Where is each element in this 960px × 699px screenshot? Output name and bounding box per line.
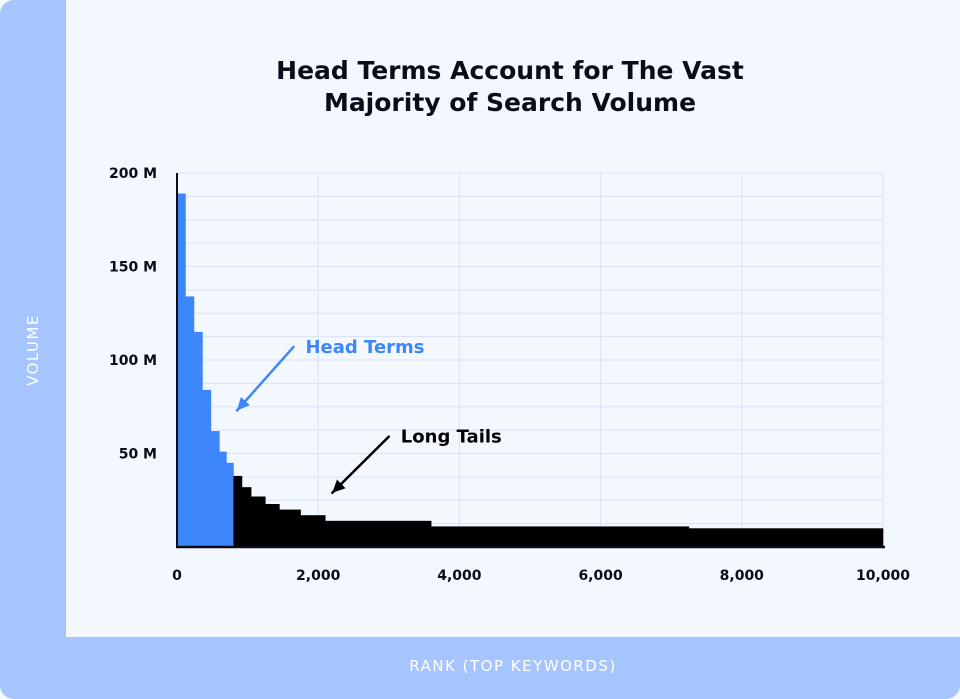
bar-head-6 [226,462,234,547]
bar-head-4 [210,431,220,547]
x-axis-label: RANK (TOP KEYWORDS) [409,657,617,675]
bar-tail-5 [300,515,326,547]
bar-tail-0 [233,475,243,547]
chart-title: Head Terms Account for The Vast Majority… [150,55,870,119]
x-tick-label: 0 [172,568,182,584]
bar-head-3 [202,389,212,547]
y-tick-label: 100 M [109,353,157,369]
x-tick-label: 4,000 [437,568,482,584]
bar-tail-8 [688,528,884,547]
x-tick-label: 8,000 [720,568,765,584]
chart-title-line-2: Majority of Search Volume [323,88,697,117]
x-tick-label: 2,000 [296,568,341,584]
x-tick-label: 10,000 [856,568,910,584]
bar-tail-4 [279,509,301,547]
y-tick-label: 200 M [109,166,157,182]
x-axis-band [66,637,960,699]
y-tick-label: 150 M [109,260,157,276]
bar-tail-7 [431,526,690,547]
annotation-long-tails: Long Tails [401,427,502,448]
bar-head-1 [185,296,195,547]
bar-tail-1 [241,487,252,547]
annotation-arrow-head [237,397,250,411]
annotation-arrow-head [332,479,346,493]
bar-head-5 [219,451,227,547]
annotation-head-terms: Head Terms [305,337,424,358]
bar-tail-6 [325,520,432,547]
y-tick-label: 50 M [119,447,157,463]
bar-head-0 [177,193,186,547]
bar-head-2 [193,331,203,547]
y-axis-band [0,0,66,699]
annotation-arrow-line [235,345,295,412]
bar-tail-2 [251,496,266,547]
chart-title-line-1: Head Terms Account for The Vast [276,56,744,85]
x-tick-label: 6,000 [578,568,623,584]
annotation-arrow-line [331,435,391,495]
bar-tail-3 [265,503,280,547]
